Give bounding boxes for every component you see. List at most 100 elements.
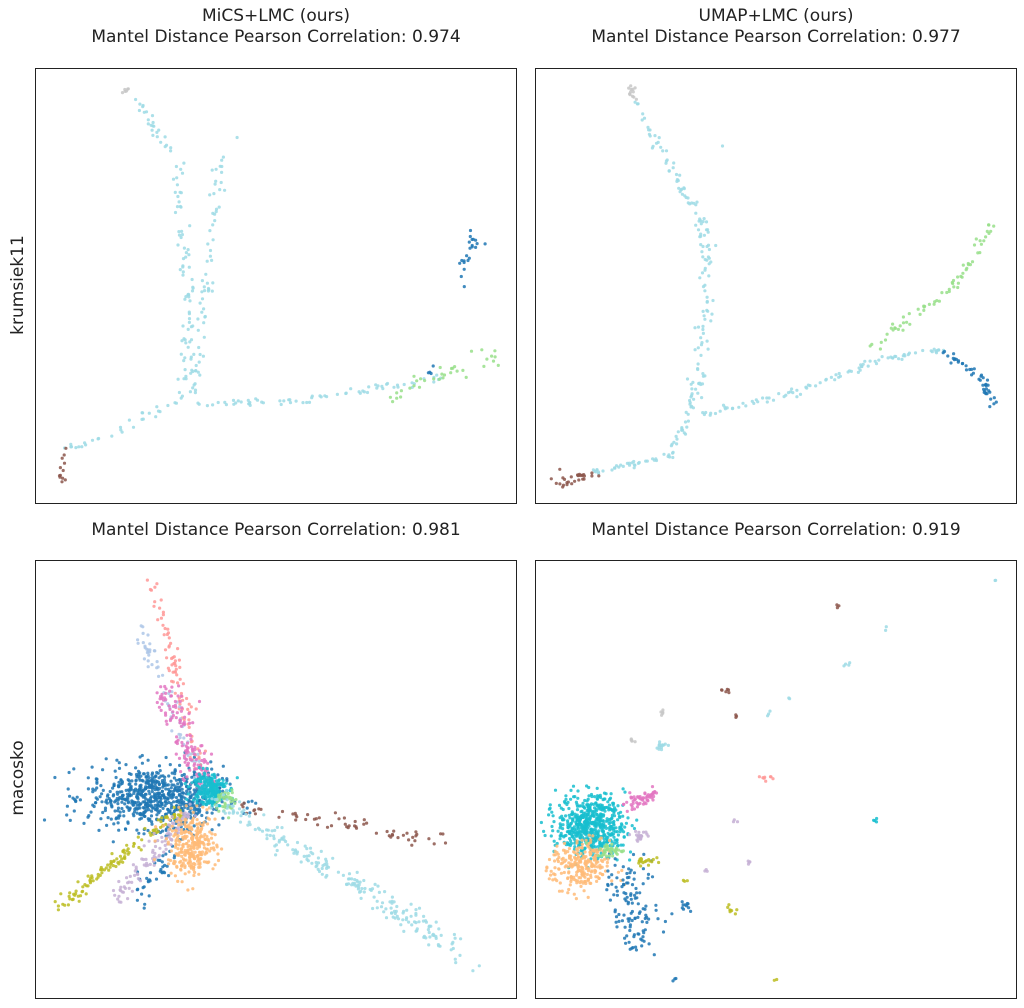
data-point	[971, 371, 975, 375]
data-point	[192, 873, 196, 878]
data-point	[315, 863, 319, 867]
data-point	[685, 377, 690, 381]
data-point	[86, 815, 90, 819]
data-point	[596, 854, 600, 858]
data-point	[239, 400, 243, 404]
data-point	[771, 398, 776, 402]
data-point	[696, 325, 701, 329]
data-point	[557, 803, 562, 807]
data-point	[680, 427, 684, 431]
data-point	[419, 377, 423, 381]
data-point	[689, 395, 693, 399]
data-point	[104, 757, 108, 761]
data-point	[896, 327, 900, 331]
data-point	[696, 367, 700, 372]
data-point	[961, 263, 965, 267]
data-point	[580, 838, 584, 842]
data-point	[468, 228, 473, 233]
data-point	[213, 833, 217, 837]
data-point	[187, 253, 191, 257]
data-point	[732, 818, 736, 822]
data-point	[97, 436, 101, 441]
data-point	[701, 309, 705, 313]
data-point	[167, 831, 171, 835]
data-point	[657, 745, 661, 749]
data-point	[197, 862, 201, 866]
data-point	[627, 940, 631, 944]
data-point	[179, 191, 183, 195]
data-point	[610, 873, 614, 877]
data-point	[599, 865, 603, 869]
data-point	[180, 854, 184, 858]
data-point	[140, 761, 144, 765]
data-point	[255, 398, 260, 402]
data-point	[144, 775, 148, 779]
data-point	[593, 795, 597, 799]
data-point	[131, 844, 136, 848]
data-point	[177, 732, 181, 736]
data-point	[160, 835, 164, 839]
data-point	[186, 812, 190, 816]
data-point	[429, 371, 433, 376]
data-point	[160, 702, 164, 706]
data-point	[575, 830, 579, 835]
data-point	[224, 781, 228, 785]
data-point	[178, 702, 182, 706]
data-point	[547, 813, 551, 817]
data-point	[698, 235, 702, 239]
data-point	[144, 864, 148, 868]
data-point	[898, 324, 902, 328]
data-point	[579, 857, 583, 861]
data-point	[634, 829, 638, 833]
data-point	[183, 848, 187, 853]
data-point	[200, 826, 204, 830]
data-point	[84, 892, 88, 896]
data-point	[726, 905, 730, 909]
data-point	[196, 826, 200, 830]
data-point	[98, 873, 102, 877]
series-7	[720, 603, 841, 719]
data-point	[127, 851, 131, 855]
data-point	[191, 749, 195, 753]
data-point	[190, 793, 194, 797]
data-point	[252, 809, 256, 813]
data-point	[109, 862, 113, 866]
data-point	[597, 815, 601, 819]
data-point	[764, 779, 768, 783]
data-point	[122, 809, 126, 813]
data-point	[174, 752, 178, 756]
data-point	[577, 478, 581, 482]
data-point	[798, 392, 803, 396]
data-point	[192, 752, 197, 756]
data-point	[381, 387, 385, 391]
data-point	[947, 287, 951, 291]
data-point	[374, 383, 378, 387]
data-point	[198, 352, 202, 357]
data-point	[206, 242, 210, 246]
data-point	[144, 110, 149, 114]
data-point	[937, 348, 941, 352]
data-point	[622, 802, 626, 806]
data-point	[126, 847, 130, 851]
data-point	[176, 647, 180, 651]
data-point	[218, 789, 222, 793]
data-point	[574, 897, 578, 901]
data-point	[690, 404, 694, 408]
data-point	[589, 870, 593, 874]
data-point	[866, 364, 870, 368]
data-point	[221, 155, 225, 159]
data-point	[196, 763, 200, 767]
data-point	[644, 904, 648, 908]
data-point	[205, 808, 209, 812]
data-point	[198, 373, 202, 377]
data-point	[196, 752, 200, 756]
data-point	[186, 345, 190, 349]
data-point	[165, 864, 169, 868]
data-point	[193, 388, 198, 392]
data-point	[940, 291, 944, 295]
data-point	[86, 776, 90, 780]
data-point	[191, 810, 195, 814]
data-point	[275, 848, 279, 853]
data-point	[932, 302, 936, 306]
data-point	[206, 842, 210, 846]
